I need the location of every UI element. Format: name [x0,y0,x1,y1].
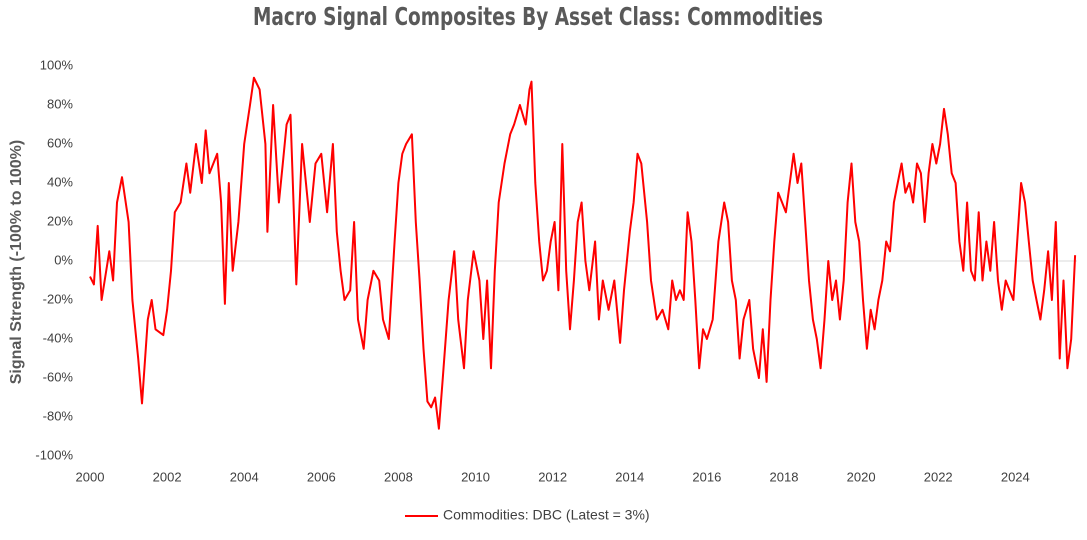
x-tick-label: 2000 [76,469,105,484]
y-tick-label: 40% [47,174,73,189]
y-tick-label: -80% [43,408,74,423]
x-tick-label: 2020 [847,469,876,484]
y-tick-label: 80% [47,96,73,111]
x-tick-label: 2018 [770,469,799,484]
y-tick-label: -40% [43,330,74,345]
x-tick-label: 2002 [153,469,182,484]
y-tick-label: 0% [54,252,73,267]
y-tick-label: -60% [43,369,74,384]
y-tick-label: 100% [40,57,74,72]
y-axis-label: Signal Strength (-100% to 100%) [8,140,25,385]
x-tick-label: 2010 [461,469,490,484]
x-tick-label: 2012 [538,469,567,484]
x-tick-label: 2008 [384,469,413,484]
x-tick-label: 2024 [1001,469,1030,484]
x-tick-label: 2004 [230,469,259,484]
legend-label: Commodities: DBC (Latest = 3%) [443,507,650,523]
y-tick-label: -20% [43,291,74,306]
y-tick-label: -100% [35,447,73,462]
x-tick-label: 2006 [307,469,336,484]
x-tick-label: 2014 [615,469,644,484]
y-tick-label: 20% [47,213,73,228]
x-tick-label: 2022 [924,469,953,484]
x-tick-label: 2016 [692,469,721,484]
series-line [89,76,1077,430]
chart-title: Macro Signal Composites By Asset Class: … [253,2,823,31]
y-tick-label: 60% [47,135,73,150]
